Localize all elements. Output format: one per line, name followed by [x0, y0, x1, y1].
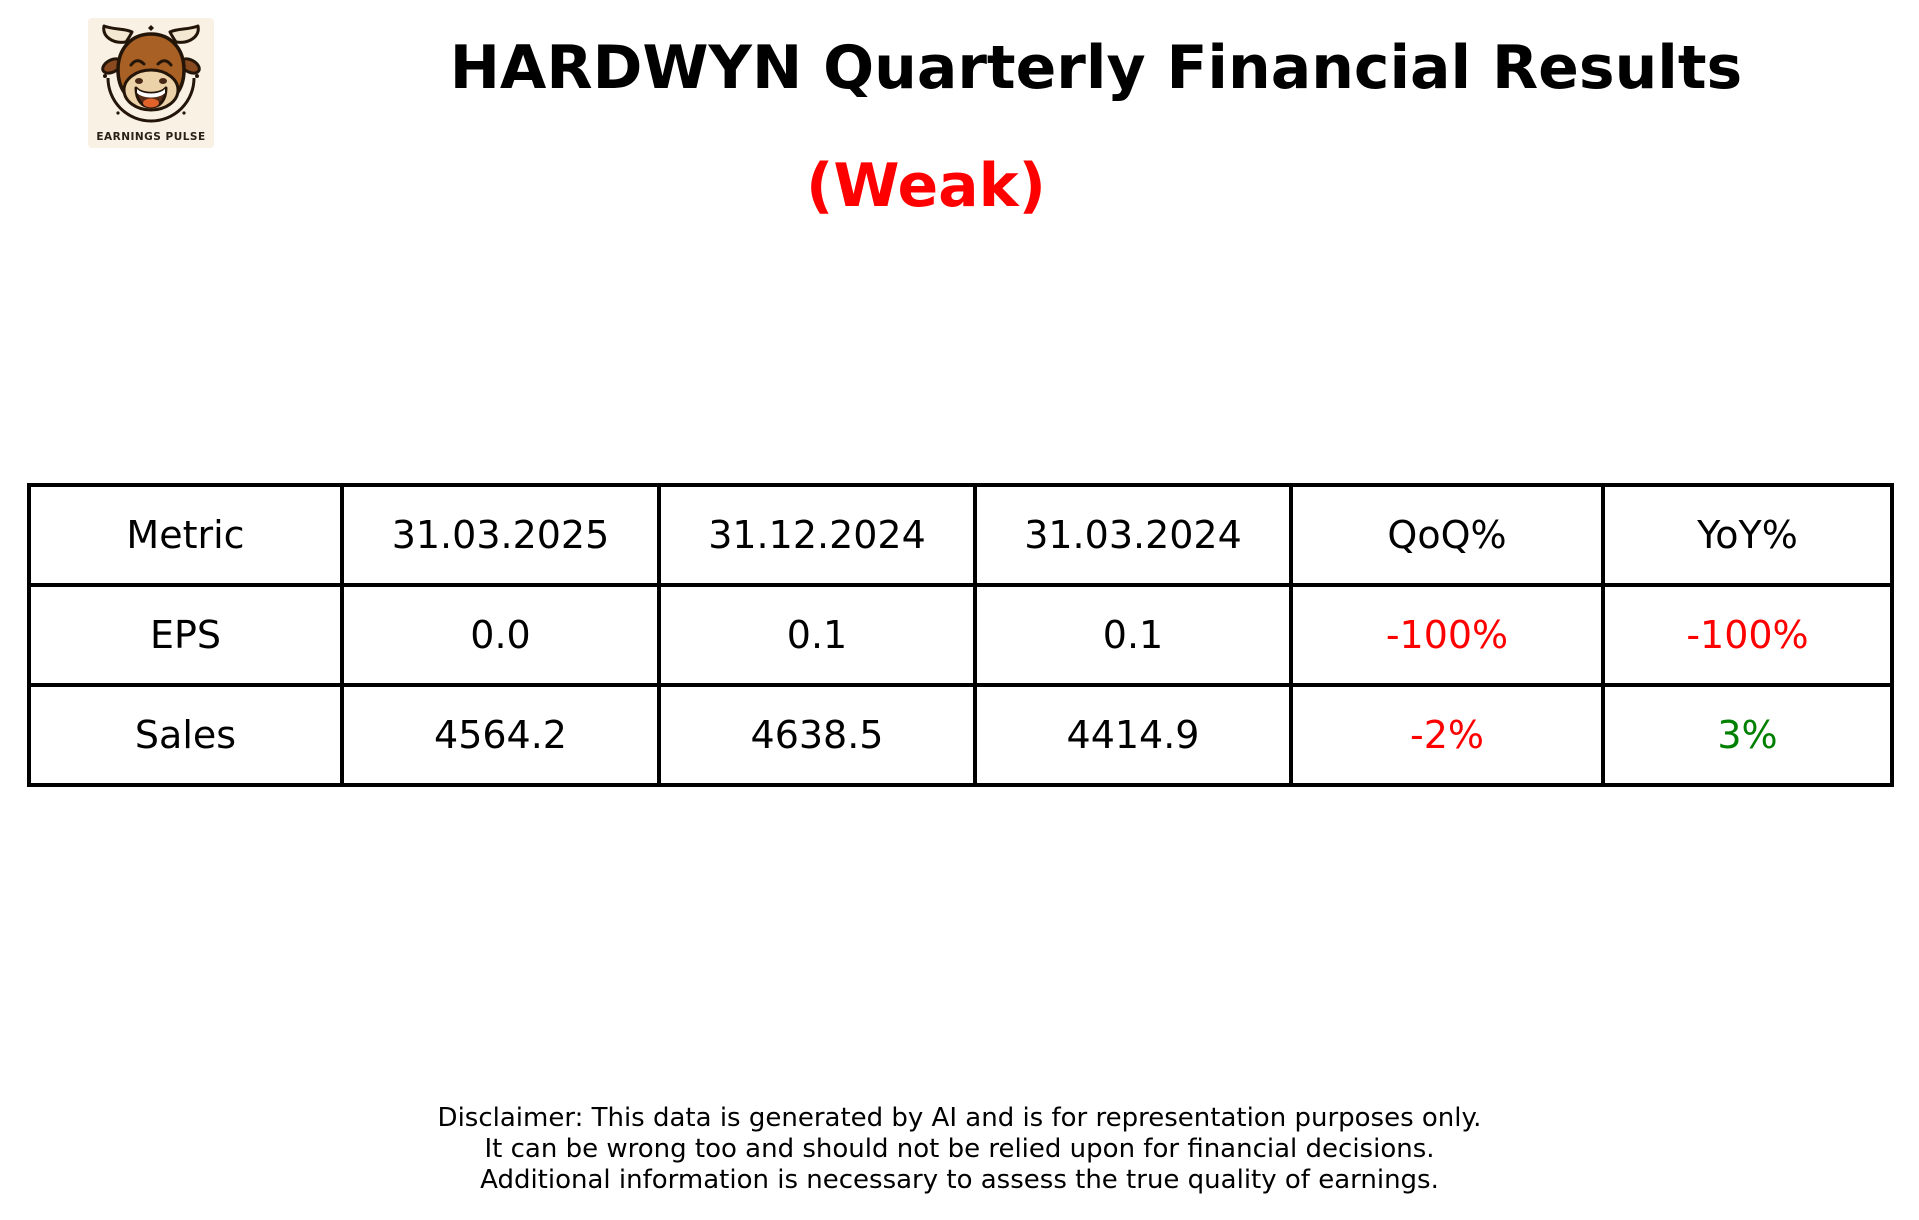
value-cell: 4564.2	[340, 683, 661, 787]
column-header-period-1: 31.03.2025	[340, 483, 661, 587]
value-cell: 4414.9	[973, 683, 1293, 787]
table-header-row: Metric 31.03.2025 31.12.2024 31.03.2024 …	[27, 483, 1894, 587]
disclaimer-line: It can be wrong too and should not be re…	[484, 1134, 1435, 1164]
verdict-label: (Weak)	[806, 151, 1046, 221]
value-cell: 0.1	[657, 583, 977, 687]
disclaimer-line: Disclaimer: This data is generated by AI…	[437, 1103, 1482, 1133]
disclaimer-line: Additional information is necessary to a…	[480, 1165, 1439, 1195]
page-title: HARDWYN Quarterly Financial Results	[449, 33, 1743, 103]
column-header-qoq: QoQ%	[1289, 483, 1605, 587]
yoy-change-cell: 3%	[1601, 683, 1894, 787]
value-cell: 4638.5	[657, 683, 977, 787]
metric-name-cell: EPS	[27, 583, 344, 687]
column-header-metric: Metric	[27, 483, 344, 587]
qoq-change-cell: -100%	[1289, 583, 1605, 687]
bull-icon: EARNINGS PULSE	[88, 18, 214, 148]
brand-logo: EARNINGS PULSE	[88, 18, 214, 148]
results-table: Metric 31.03.2025 31.12.2024 31.03.2024 …	[27, 483, 1894, 787]
column-header-period-2: 31.12.2024	[657, 483, 977, 587]
brand-label: EARNINGS PULSE	[96, 131, 205, 143]
table-row-eps: EPS 0.0 0.1 0.1 -100% -100%	[27, 583, 1894, 687]
yoy-change-cell: -100%	[1601, 583, 1894, 687]
disclaimer: Disclaimer: This data is generated by AI…	[0, 1103, 1919, 1196]
column-header-period-3: 31.03.2024	[973, 483, 1293, 587]
metric-name-cell: Sales	[27, 683, 344, 787]
column-header-yoy: YoY%	[1601, 483, 1894, 587]
value-cell: 0.0	[340, 583, 661, 687]
value-cell: 0.1	[973, 583, 1293, 687]
table-row-sales: Sales 4564.2 4638.5 4414.9 -2% 3%	[27, 683, 1894, 787]
qoq-change-cell: -2%	[1289, 683, 1605, 787]
